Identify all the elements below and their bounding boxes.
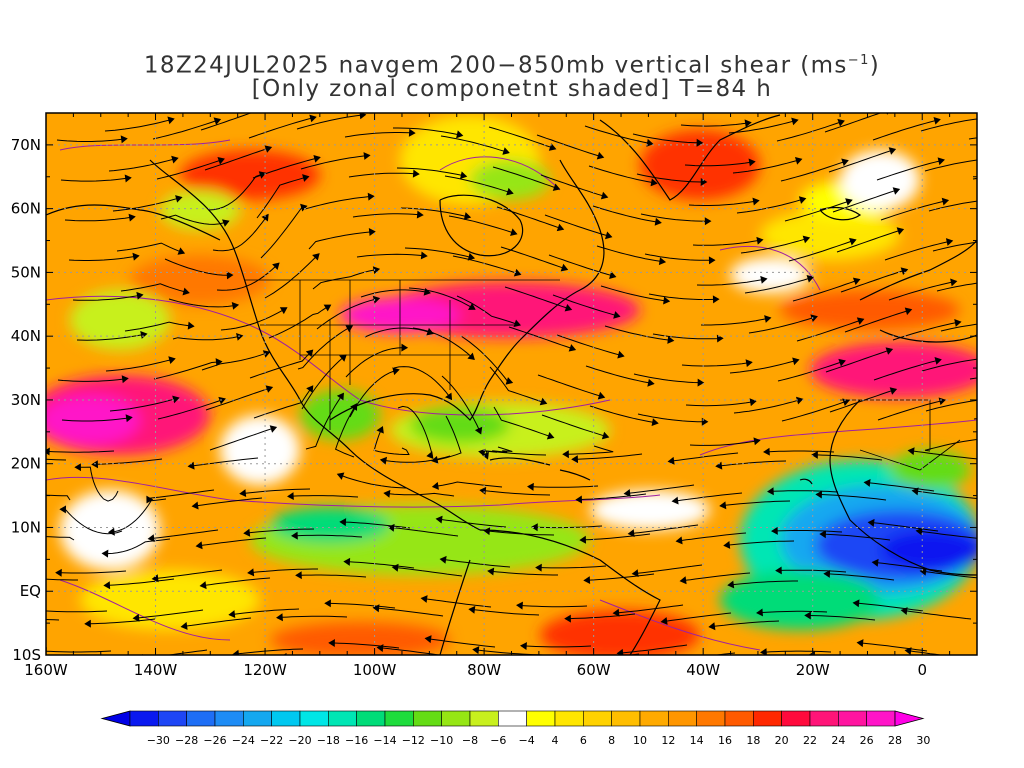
colorbar-label: −16 [345,734,368,747]
colorbar-label: 30 [916,734,930,747]
colorbar-label: 4 [552,734,559,747]
colorbar-label: 22 [803,734,817,747]
lon-tick-label: 20W [796,661,830,679]
colorbar-label: 28 [888,734,902,747]
colorbar-label: −6 [490,734,506,747]
colorbar-label: 18 [746,734,760,747]
colorbar-swatch [243,710,272,727]
colorbar-label: −24 [232,734,255,747]
colorbar-swatch [441,710,471,727]
lon-tick-label: 140W [134,661,178,679]
colorbar-label: −12 [402,734,425,747]
lat-lon-grid [46,113,977,655]
colorbar-swatch [356,710,386,727]
colorbar-label: −4 [519,734,535,747]
colorbar-swatch [781,710,811,727]
map-title-line1: 18Z24JUL2025 navgem 200−850mb vertical s… [143,52,881,79]
colorbar-label: −22 [260,734,283,747]
lat-axis: 70N 60N 50N 40N 30N 20N 10N EQ 10S [11,136,41,664]
colorbar-swatch [526,710,556,727]
colorbar-swatch [271,710,301,727]
colorbar-swatch [328,710,357,727]
lat-tick-label: EQ [20,582,41,600]
colorbar-swatch [611,710,641,727]
colorbar-swatch [753,710,782,727]
colorbar-label: 12 [661,734,675,747]
lat-tick-label: 10N [11,518,41,536]
lon-axis: 160W 140W 120W 100W 80W 60W 40W 20W 0 [24,661,927,679]
colorbar-swatch [838,710,867,727]
colorbar-swatch [866,710,896,727]
shaded-field [46,113,977,655]
lat-tick-label: 10S [12,646,41,664]
colorbar-label: −28 [175,734,198,747]
colorbar-label: 8 [608,734,615,747]
colorbar-label: −26 [203,734,226,747]
lon-tick-label: 160W [24,661,68,679]
lon-tick-label: 60W [577,661,611,679]
colorbar-label: 24 [831,734,845,747]
lat-tick-label: 60N [11,200,41,218]
colorbar-label: 14 [690,734,704,747]
colorbar-swatch [384,710,414,727]
colorbar-swatch [809,710,839,727]
colorbar-swatch [639,710,669,727]
lat-tick-label: 40N [11,327,41,345]
colorbar-swatch [554,710,584,727]
colorbar-swatch [186,710,216,727]
lat-tick-label: 30N [11,391,41,409]
lat-tick-label: 50N [11,263,41,281]
colorbar-swatch [583,710,612,727]
colorbar-swatch [413,710,442,727]
colorbar-swatch [299,710,329,727]
colorbar-label: −14 [373,734,396,747]
colorbar-label: −8 [462,734,478,747]
colorbar-swatch [668,710,697,727]
axis-ticks [45,112,978,656]
colorbar-label: −18 [317,734,340,747]
colorbar-label: 6 [580,734,587,747]
coastlines [46,114,977,655]
colorbar-label: 20 [775,734,789,747]
lat-tick-label: 70N [11,136,41,154]
colorbar-high-arrow [894,710,925,727]
colorbar-label: −10 [430,734,453,747]
colorbar-label: 26 [860,734,874,747]
colorbar-swatch [469,710,499,727]
lon-tick-label: 120W [243,661,287,679]
lat-tick-label: 20N [11,455,41,473]
colorbar-swatch [129,710,159,727]
map-title-line2: [Only zonal componetnt shaded] T=84 h [251,76,773,102]
colorbar: −30 −28 −26 −24 −22 −20 −18 −16 −14 −12 −10 −8 −6 −4 4… [100,710,930,747]
colorbar-label: −20 [288,734,311,747]
colorbar-swatch [696,710,726,727]
colorbar-swatch [498,710,527,727]
colorbar-label: 10 [633,734,647,747]
colorbar-label: −30 [147,734,170,747]
lon-tick-label: 0 [917,661,927,679]
lon-tick-label: 80W [467,661,501,679]
lon-tick-label: 100W [353,661,397,679]
colorbar-low-arrow [100,710,131,727]
colorbar-label: 16 [718,734,732,747]
colorbar-swatch [724,710,754,727]
lon-tick-label: 40W [686,661,720,679]
colorbar-swatch [214,710,244,727]
colorbar-swatch [158,710,187,727]
